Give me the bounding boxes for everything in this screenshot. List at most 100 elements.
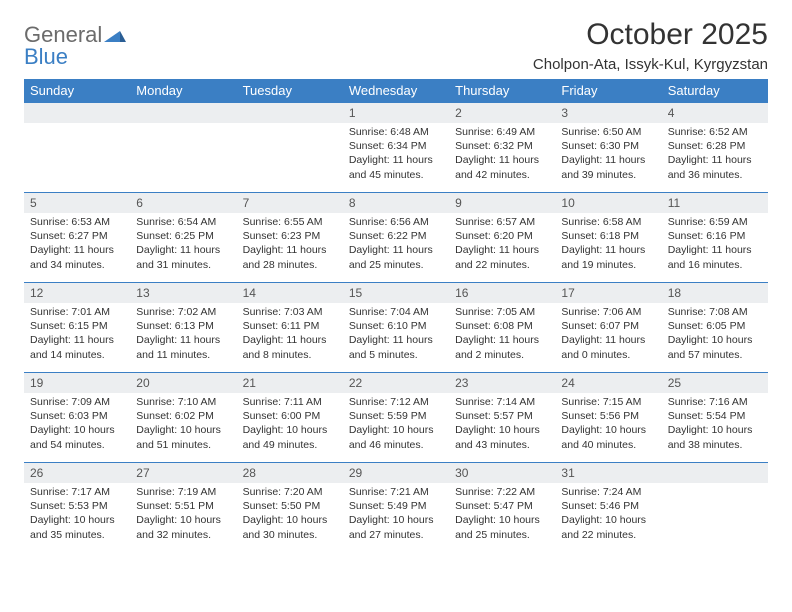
calendar-day-cell xyxy=(24,103,130,193)
sunset-text: Sunset: 5:47 PM xyxy=(455,499,549,513)
sunrise-text: Sunrise: 7:16 AM xyxy=(668,395,762,409)
day-number: 4 xyxy=(662,103,768,123)
sunrise-text: Sunrise: 6:56 AM xyxy=(349,215,443,229)
weekday-header: Thursday xyxy=(449,79,555,103)
day-number: 21 xyxy=(237,373,343,393)
day-number: 9 xyxy=(449,193,555,213)
calendar-day-cell: 13Sunrise: 7:02 AMSunset: 6:13 PMDayligh… xyxy=(130,283,236,373)
day-number: 2 xyxy=(449,103,555,123)
daylight-text: and 38 minutes. xyxy=(668,438,762,452)
day-content: Sunrise: 6:55 AMSunset: 6:23 PMDaylight:… xyxy=(237,213,343,276)
sunset-text: Sunset: 5:49 PM xyxy=(349,499,443,513)
weekday-header: Sunday xyxy=(24,79,130,103)
daylight-text: and 8 minutes. xyxy=(243,348,337,362)
month-title: October 2025 xyxy=(533,18,768,52)
day-content: Sunrise: 7:05 AMSunset: 6:08 PMDaylight:… xyxy=(449,303,555,366)
sunset-text: Sunset: 6:30 PM xyxy=(561,139,655,153)
calendar-week-row: 12Sunrise: 7:01 AMSunset: 6:15 PMDayligh… xyxy=(24,283,768,373)
sunrise-text: Sunrise: 7:04 AM xyxy=(349,305,443,319)
day-content: Sunrise: 7:17 AMSunset: 5:53 PMDaylight:… xyxy=(24,483,130,546)
title-block: October 2025 Cholpon-Ata, Issyk-Kul, Kyr… xyxy=(533,18,768,73)
calendar-day-cell: 15Sunrise: 7:04 AMSunset: 6:10 PMDayligh… xyxy=(343,283,449,373)
calendar-day-cell: 5Sunrise: 6:53 AMSunset: 6:27 PMDaylight… xyxy=(24,193,130,283)
daylight-text: Daylight: 10 hours xyxy=(455,423,549,437)
day-number: 11 xyxy=(662,193,768,213)
sunset-text: Sunset: 5:54 PM xyxy=(668,409,762,423)
day-number: 28 xyxy=(237,463,343,483)
sunrise-text: Sunrise: 6:52 AM xyxy=(668,125,762,139)
day-number: 20 xyxy=(130,373,236,393)
day-number: 6 xyxy=(130,193,236,213)
sunset-text: Sunset: 5:59 PM xyxy=(349,409,443,423)
daylight-text: Daylight: 10 hours xyxy=(349,423,443,437)
day-content: Sunrise: 6:57 AMSunset: 6:20 PMDaylight:… xyxy=(449,213,555,276)
calendar-day-cell: 18Sunrise: 7:08 AMSunset: 6:05 PMDayligh… xyxy=(662,283,768,373)
calendar-week-row: 1Sunrise: 6:48 AMSunset: 6:34 PMDaylight… xyxy=(24,103,768,193)
sunrise-text: Sunrise: 6:55 AM xyxy=(243,215,337,229)
daylight-text: Daylight: 11 hours xyxy=(561,153,655,167)
sunrise-text: Sunrise: 6:54 AM xyxy=(136,215,230,229)
daylight-text: and 11 minutes. xyxy=(136,348,230,362)
daylight-text: Daylight: 11 hours xyxy=(136,243,230,257)
day-content: Sunrise: 6:49 AMSunset: 6:32 PMDaylight:… xyxy=(449,123,555,186)
sunrise-text: Sunrise: 7:08 AM xyxy=(668,305,762,319)
daylight-text: Daylight: 11 hours xyxy=(349,243,443,257)
day-number: 25 xyxy=(662,373,768,393)
daylight-text: Daylight: 11 hours xyxy=(668,153,762,167)
calendar-day-cell: 24Sunrise: 7:15 AMSunset: 5:56 PMDayligh… xyxy=(555,373,661,463)
day-number: 8 xyxy=(343,193,449,213)
daylight-text: and 57 minutes. xyxy=(668,348,762,362)
weekday-header: Monday xyxy=(130,79,236,103)
calendar-day-cell: 26Sunrise: 7:17 AMSunset: 5:53 PMDayligh… xyxy=(24,463,130,553)
day-content: Sunrise: 6:59 AMSunset: 6:16 PMDaylight:… xyxy=(662,213,768,276)
day-content: Sunrise: 7:10 AMSunset: 6:02 PMDaylight:… xyxy=(130,393,236,456)
sunset-text: Sunset: 6:10 PM xyxy=(349,319,443,333)
sunrise-text: Sunrise: 7:06 AM xyxy=(561,305,655,319)
daylight-text: and 49 minutes. xyxy=(243,438,337,452)
daylight-text: and 27 minutes. xyxy=(349,528,443,542)
sunset-text: Sunset: 6:34 PM xyxy=(349,139,443,153)
sunset-text: Sunset: 6:05 PM xyxy=(668,319,762,333)
calendar-day-cell: 17Sunrise: 7:06 AMSunset: 6:07 PMDayligh… xyxy=(555,283,661,373)
calendar-day-cell: 20Sunrise: 7:10 AMSunset: 6:02 PMDayligh… xyxy=(130,373,236,463)
day-number: 31 xyxy=(555,463,661,483)
sunrise-text: Sunrise: 7:11 AM xyxy=(243,395,337,409)
daylight-text: and 40 minutes. xyxy=(561,438,655,452)
daylight-text: Daylight: 10 hours xyxy=(455,513,549,527)
day-content: Sunrise: 7:22 AMSunset: 5:47 PMDaylight:… xyxy=(449,483,555,546)
weekday-header: Tuesday xyxy=(237,79,343,103)
sunset-text: Sunset: 6:32 PM xyxy=(455,139,549,153)
sunrise-text: Sunrise: 7:01 AM xyxy=(30,305,124,319)
daylight-text: Daylight: 11 hours xyxy=(349,333,443,347)
location-text: Cholpon-Ata, Issyk-Kul, Kyrgyzstan xyxy=(533,56,768,73)
sunset-text: Sunset: 6:08 PM xyxy=(455,319,549,333)
day-number: 17 xyxy=(555,283,661,303)
daylight-text: Daylight: 10 hours xyxy=(30,513,124,527)
daylight-text: Daylight: 10 hours xyxy=(243,423,337,437)
daylight-text: and 34 minutes. xyxy=(30,258,124,272)
sunrise-text: Sunrise: 7:09 AM xyxy=(30,395,124,409)
calendar-day-cell: 9Sunrise: 6:57 AMSunset: 6:20 PMDaylight… xyxy=(449,193,555,283)
sunrise-text: Sunrise: 6:53 AM xyxy=(30,215,124,229)
calendar-day-cell: 12Sunrise: 7:01 AMSunset: 6:15 PMDayligh… xyxy=(24,283,130,373)
day-content: Sunrise: 6:58 AMSunset: 6:18 PMDaylight:… xyxy=(555,213,661,276)
calendar-day-cell: 14Sunrise: 7:03 AMSunset: 6:11 PMDayligh… xyxy=(237,283,343,373)
day-content: Sunrise: 7:11 AMSunset: 6:00 PMDaylight:… xyxy=(237,393,343,456)
calendar-day-cell xyxy=(130,103,236,193)
sunrise-text: Sunrise: 7:12 AM xyxy=(349,395,443,409)
sunset-text: Sunset: 5:57 PM xyxy=(455,409,549,423)
day-content: Sunrise: 6:53 AMSunset: 6:27 PMDaylight:… xyxy=(24,213,130,276)
daylight-text: and 22 minutes. xyxy=(455,258,549,272)
calendar-day-cell: 28Sunrise: 7:20 AMSunset: 5:50 PMDayligh… xyxy=(237,463,343,553)
day-number xyxy=(24,103,130,123)
calendar-day-cell: 3Sunrise: 6:50 AMSunset: 6:30 PMDaylight… xyxy=(555,103,661,193)
header: General Blue October 2025 Cholpon-Ata, I… xyxy=(24,18,768,73)
daylight-text: and 22 minutes. xyxy=(561,528,655,542)
sunset-text: Sunset: 6:02 PM xyxy=(136,409,230,423)
day-content: Sunrise: 6:54 AMSunset: 6:25 PMDaylight:… xyxy=(130,213,236,276)
daylight-text: Daylight: 11 hours xyxy=(561,333,655,347)
day-number: 19 xyxy=(24,373,130,393)
daylight-text: Daylight: 10 hours xyxy=(668,333,762,347)
day-content: Sunrise: 7:09 AMSunset: 6:03 PMDaylight:… xyxy=(24,393,130,456)
sunrise-text: Sunrise: 7:02 AM xyxy=(136,305,230,319)
